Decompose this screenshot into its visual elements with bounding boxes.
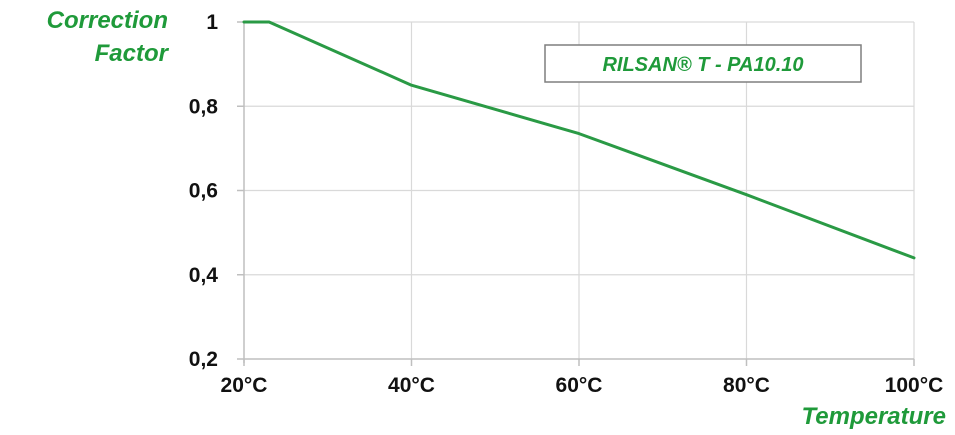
y-tick-label: 0,2 <box>189 348 218 371</box>
y-axis-title-line: Factor <box>95 40 170 67</box>
y-tick-label: 0,6 <box>189 180 218 203</box>
y-tick-label: 0,4 <box>189 264 219 287</box>
x-tick-label: 40°C <box>388 374 435 397</box>
x-tick-label: 100°C <box>885 374 944 397</box>
x-axis-title: Temperature <box>802 403 947 430</box>
y-tick-label: 1 <box>206 11 218 34</box>
legend-box <box>544 44 862 83</box>
axis-layer <box>237 21 915 366</box>
x-tick-label: 60°C <box>556 374 603 397</box>
series-line <box>242 20 916 260</box>
label-layer: 0,2 0,4 0,6 0,8 1 20°C 40°C 60°C 80°C 100°C Correc… <box>47 7 946 430</box>
y-axis-title: Correction Factor <box>47 7 170 67</box>
legend-entry-label: RILSAN® T - PA10.10 <box>602 54 803 76</box>
y-tick-label: 0,8 <box>189 95 219 118</box>
legend-layer: RILSAN® T - PA10.10 <box>544 44 862 83</box>
x-tick-label: 20°C <box>221 374 268 397</box>
y-axis-title-line: Correction <box>47 7 168 34</box>
x-tick-label: 80°C <box>723 374 770 397</box>
series-layer <box>242 20 916 260</box>
legend: RILSAN® T - PA10.10 <box>544 44 862 83</box>
